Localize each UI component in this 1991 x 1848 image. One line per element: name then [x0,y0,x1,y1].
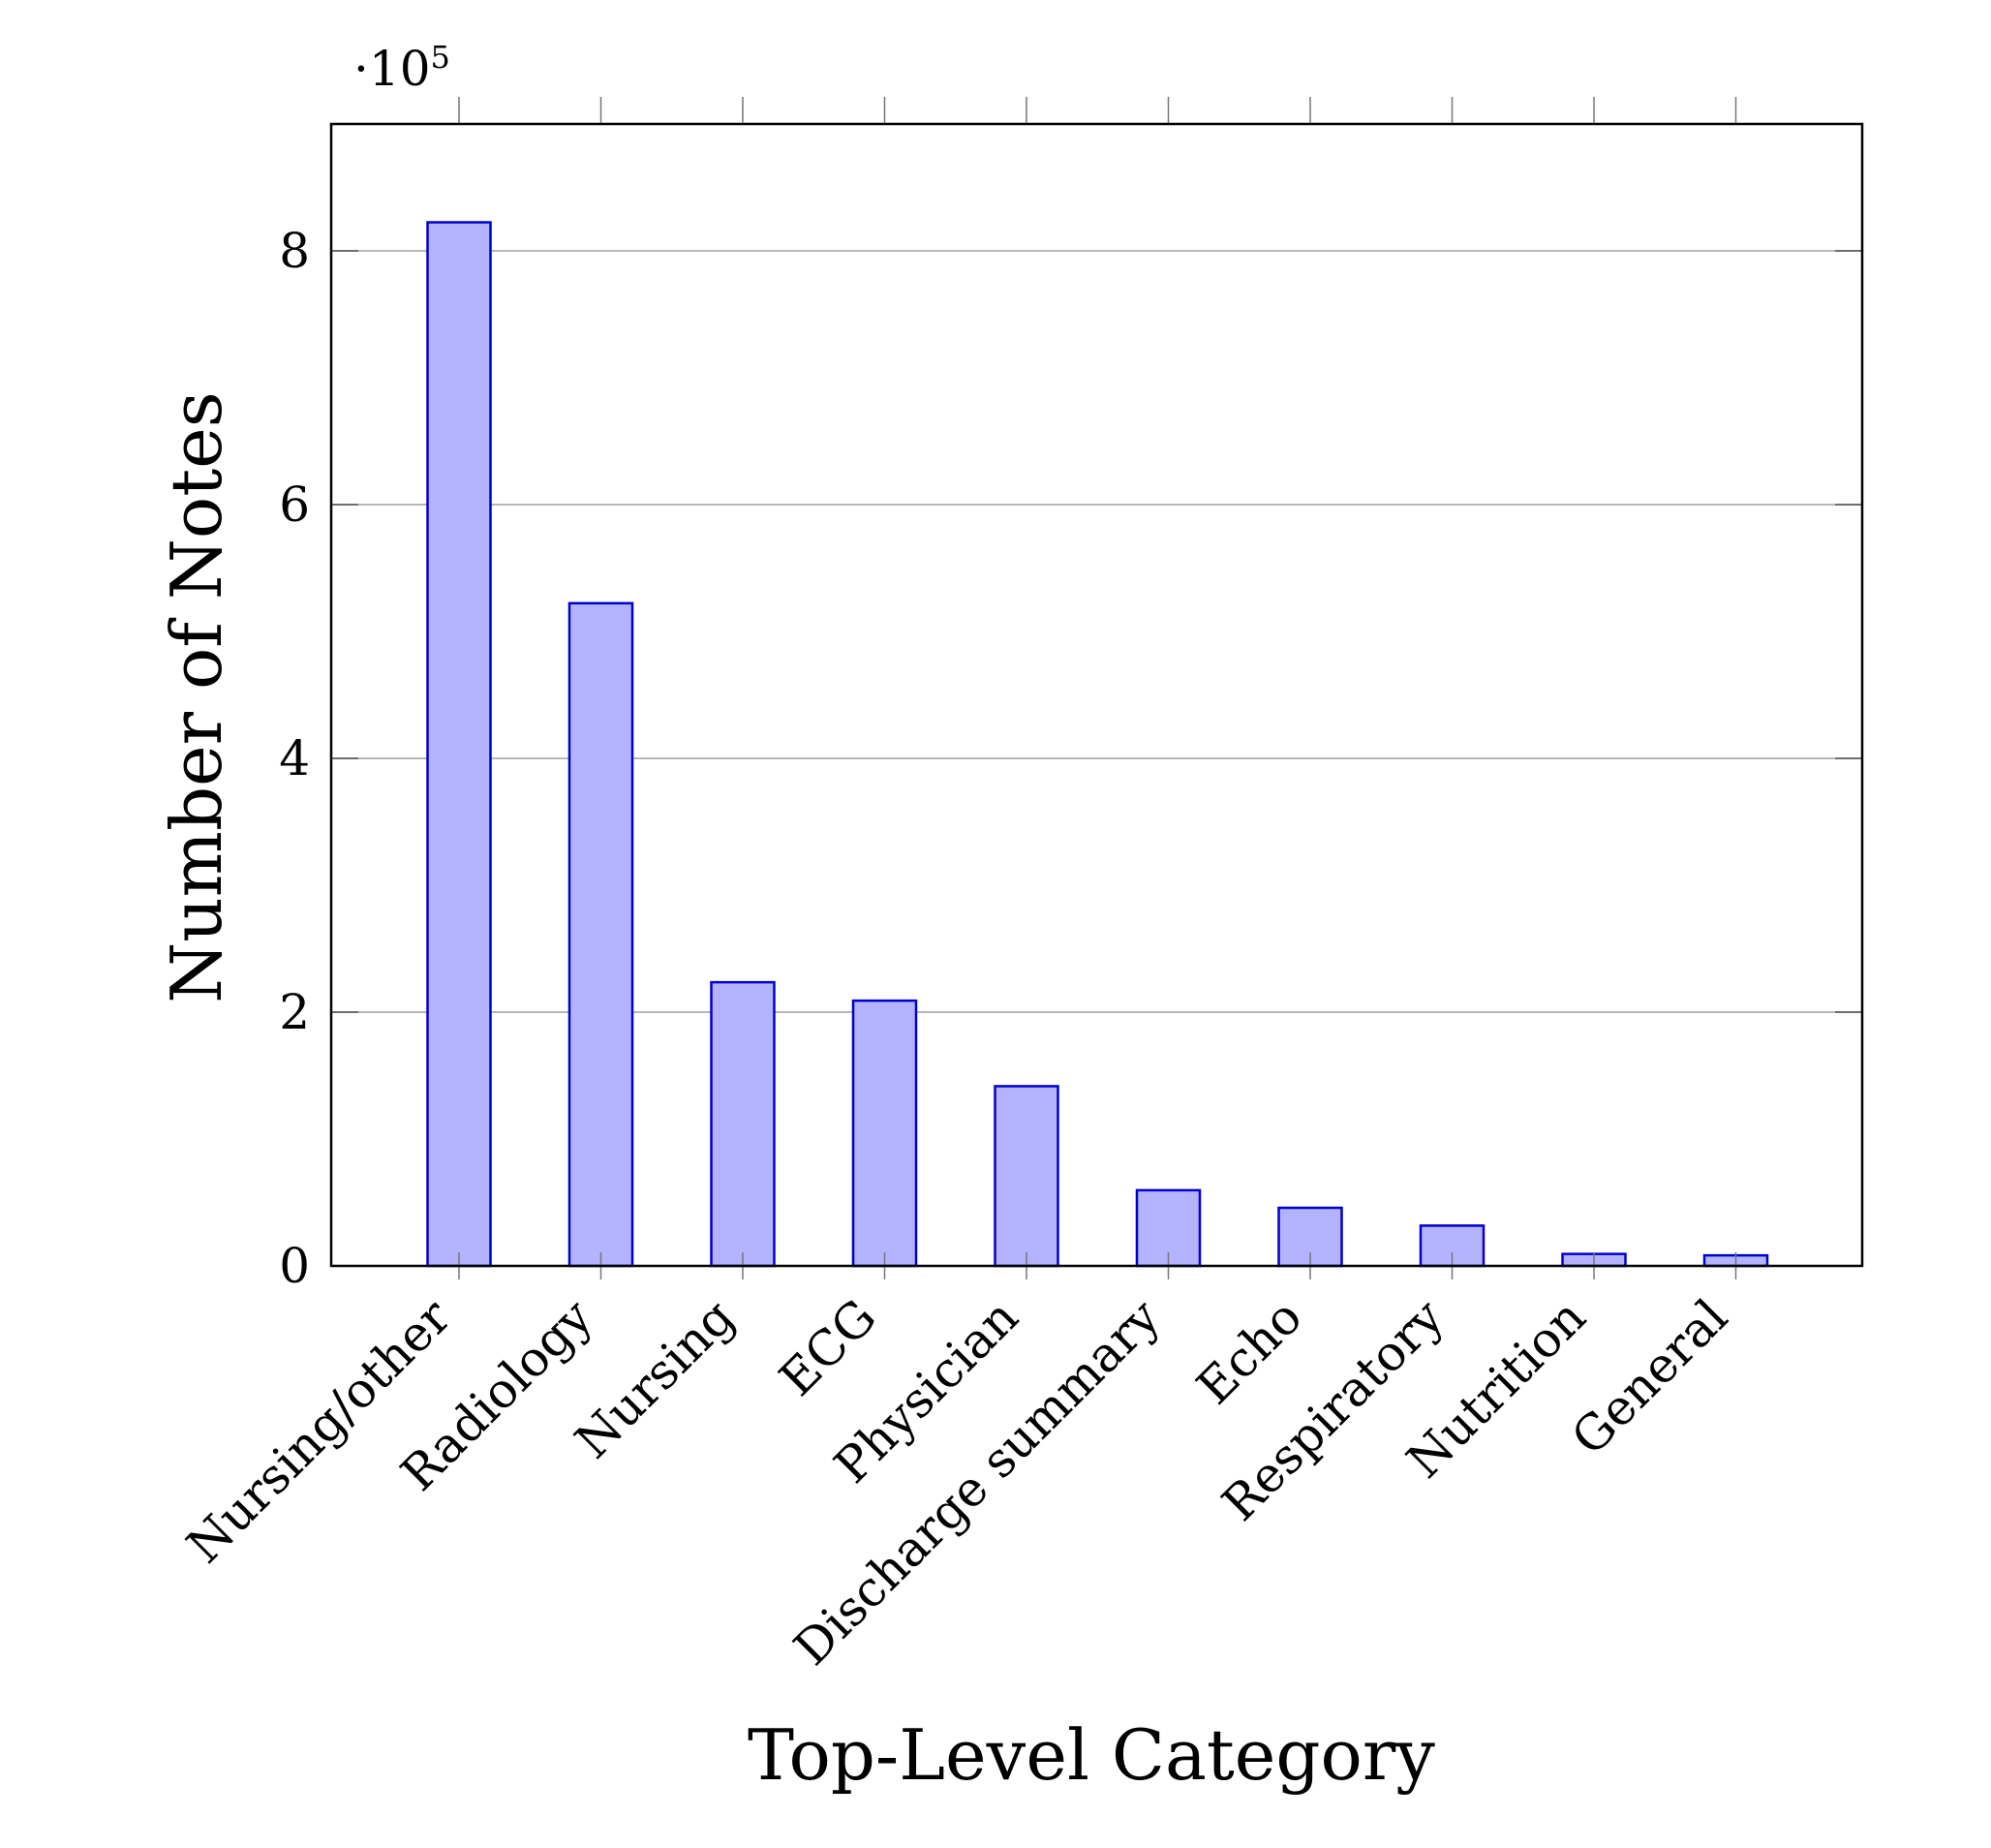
grid-lines [331,250,1862,1013]
x-tick-label: Echo [1186,1288,1313,1415]
ticks [331,97,1862,1279]
bar-nursing [710,980,776,1268]
x-tick-label: Nursing/other [176,1288,462,1574]
bars [426,221,1769,1268]
y-tick-labels: 0 2 4 6 8 [279,223,310,1294]
y-axis-title: Number of Notes [156,391,237,1002]
x-tick-label: ECG [769,1288,887,1406]
bar-ecg [851,999,918,1268]
x-tick-label: Nursing [565,1288,745,1468]
plot-frame [329,122,1864,1268]
x-tick-label: General [1561,1288,1738,1465]
bar-radiology [567,601,634,1268]
x-axis-title: Top-Level Category [748,1714,1435,1796]
y-scale-factor-label: ·105 [353,39,450,97]
y-tick-label: 0 [279,1238,310,1294]
y-tick-label: 2 [279,984,310,1040]
bar-nursing-other [426,221,492,1268]
y-tick-label: 8 [279,223,310,279]
y-scale-exponent: 5 [431,39,450,76]
y-tick-label: 6 [279,477,310,533]
y-scale-prefix: ·10 [353,41,431,97]
y-tick-label: 4 [279,730,310,786]
bar-physician [994,1085,1059,1268]
